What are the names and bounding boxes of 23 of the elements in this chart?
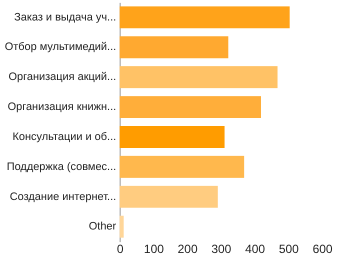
- x-tick-label: 300: [211, 242, 232, 256]
- x-tick-label: 600: [312, 242, 333, 256]
- x-tick-label: 500: [278, 242, 300, 256]
- x-tick-label: 100: [144, 242, 164, 256]
- x-tick-label: 400: [245, 242, 266, 256]
- y-tick-label: Заказ и выдача уч...: [14, 11, 116, 24]
- y-tick-label: Консультации и об...: [12, 130, 116, 143]
- y-tick-label: Создание интернет...: [10, 190, 116, 203]
- bar: [120, 186, 218, 208]
- bar: [120, 66, 278, 88]
- bar: [120, 36, 228, 58]
- y-tick-label: Организация акций...: [8, 71, 116, 84]
- bar: [120, 156, 244, 178]
- x-tick-label: 0: [116, 242, 124, 256]
- bar: [120, 6, 290, 28]
- y-tick-label: Поддержка (совмес...: [6, 160, 116, 173]
- y-tick-label: Организация книжн...: [8, 101, 116, 114]
- y-tick-label: Отбор мультимедий...: [4, 41, 116, 54]
- x-tick-label: 200: [178, 242, 198, 256]
- bar: [120, 96, 262, 118]
- y-tick-label: Other: [88, 220, 117, 233]
- bar: [120, 216, 124, 238]
- bar: [120, 126, 225, 148]
